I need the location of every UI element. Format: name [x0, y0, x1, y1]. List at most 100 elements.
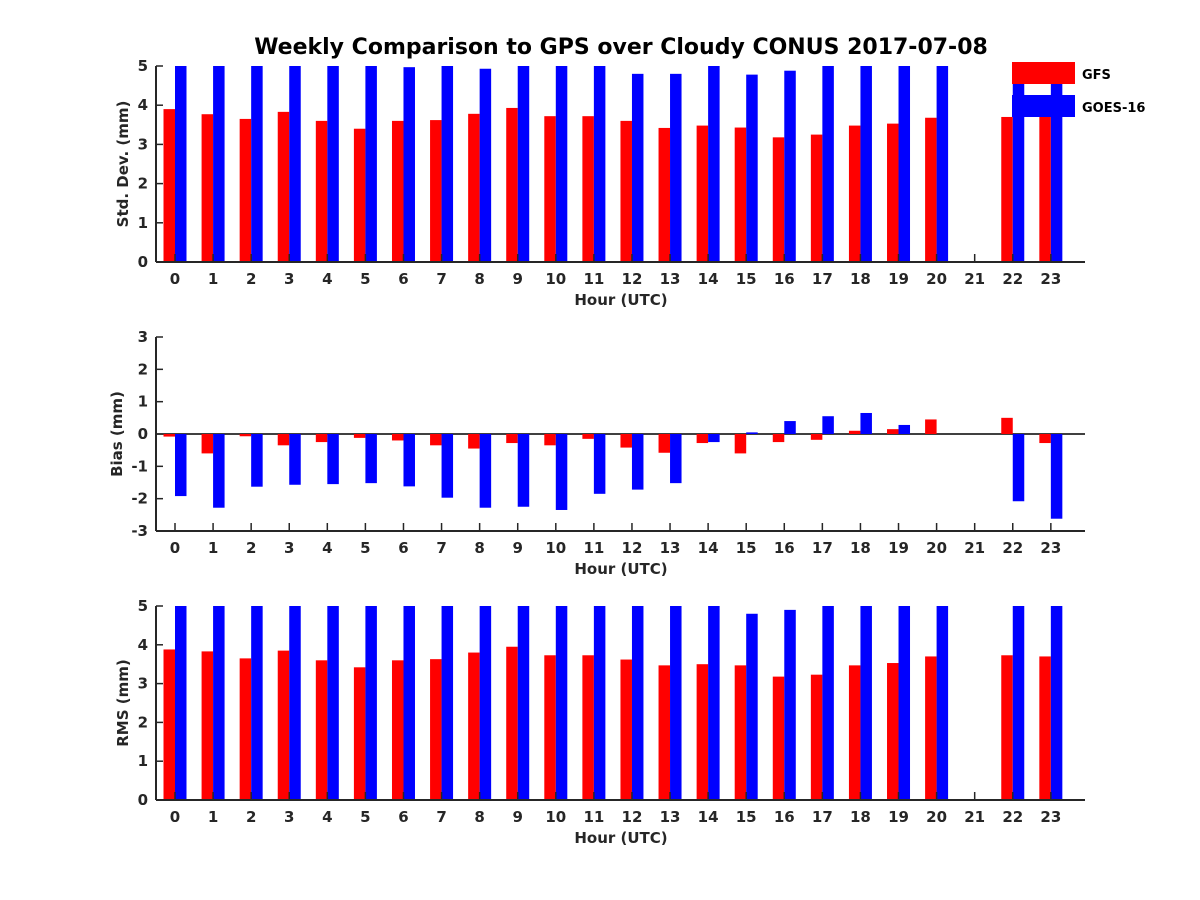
bar-gfs-hour-5 [353, 434, 366, 438]
x-tick-label: 19 [888, 808, 909, 826]
x-tick-label: 10 [545, 539, 566, 557]
bar-goes-16-hour-2 [251, 434, 263, 487]
x-tick-label: 21 [964, 808, 985, 826]
bar-gfs-hour-17 [810, 434, 823, 440]
x-tick-label: 1 [208, 270, 218, 288]
bar-goes-16-hour-9 [517, 66, 530, 262]
bar-gfs-hour-15 [734, 127, 747, 262]
bar-gfs-hour-18 [848, 125, 861, 262]
bar-goes-16-hour-11 [593, 66, 606, 262]
y-tick-label: 2 [138, 713, 148, 731]
x-tick-label: 7 [436, 808, 446, 826]
x-tick-label: 9 [513, 539, 523, 557]
x-tick-label: 18 [850, 539, 871, 557]
bar-gfs-hour-11 [582, 116, 594, 263]
x-tick-label: 1 [208, 808, 218, 826]
bar-goes-16-hour-0 [175, 606, 187, 800]
bar-goes-16-hour-15 [746, 613, 758, 800]
x-tick-label: 4 [322, 270, 332, 288]
bar-gfs-hour-19 [887, 429, 899, 434]
bar-goes-16-hour-20 [936, 66, 949, 262]
bar-gfs-hour-17 [810, 674, 823, 800]
bar-gfs-hour-6 [391, 434, 404, 441]
bar-gfs-hour-10 [544, 116, 556, 263]
bar-gfs-hour-7 [430, 659, 442, 800]
bar-gfs-hour-3 [277, 650, 290, 800]
y-tick-label: 3 [138, 328, 148, 346]
x-axis-label: Hour (UTC) [574, 291, 667, 309]
bar-gfs-hour-20 [925, 117, 937, 262]
bar-goes-16-hour-3 [289, 66, 301, 262]
x-tick-label: 14 [698, 539, 719, 557]
bar-gfs-hour-4 [315, 660, 328, 800]
legend-swatch-gfs [1012, 62, 1075, 84]
x-tick-label: 5 [360, 270, 370, 288]
bar-goes-16-hour-23 [1050, 66, 1063, 262]
x-tick-label: 13 [660, 270, 681, 288]
x-tick-label: 15 [736, 539, 757, 557]
bar-goes-16-hour-13 [670, 434, 682, 484]
y-tick-label: -2 [131, 490, 148, 508]
x-tick-label: 16 [774, 808, 795, 826]
x-tick-label: 0 [170, 539, 180, 557]
y-tick-label: 2 [138, 175, 148, 193]
x-tick-label: 5 [360, 808, 370, 826]
bar-goes-16-hour-7 [441, 66, 454, 262]
x-tick-label: 5 [360, 539, 370, 557]
bar-gfs-hour-4 [315, 120, 328, 262]
x-tick-label: 20 [926, 539, 947, 557]
x-tick-label: 9 [513, 808, 523, 826]
bar-goes-16-hour-4 [327, 606, 339, 800]
x-tick-label: 22 [1002, 808, 1023, 826]
y-axis-label: Bias (mm) [108, 391, 126, 477]
bar-gfs-hour-22 [1001, 655, 1013, 800]
x-tick-label: 17 [812, 539, 833, 557]
y-tick-label: 5 [138, 597, 148, 615]
y-tick-label: 1 [138, 752, 148, 770]
bar-goes-16-hour-7 [441, 434, 454, 498]
bar-goes-16-hour-12 [631, 73, 644, 262]
bar-gfs-hour-0 [163, 649, 175, 800]
bar-gfs-hour-23 [1039, 656, 1051, 800]
bar-gfs-hour-12 [620, 659, 632, 800]
bar-gfs-hour-20 [925, 656, 937, 800]
bar-gfs-hour-23 [1039, 116, 1051, 263]
x-tick-label: 2 [246, 539, 256, 557]
x-tick-label: 13 [660, 539, 681, 557]
bar-gfs-hour-1 [201, 651, 214, 800]
y-tick-label: 0 [138, 253, 148, 271]
bar-gfs-hour-8 [468, 113, 480, 262]
bar-goes-16-hour-11 [593, 434, 606, 494]
bar-goes-16-hour-18 [860, 606, 872, 800]
bar-gfs-hour-18 [848, 430, 861, 434]
bar-gfs-hour-5 [353, 667, 366, 800]
x-tick-label: 15 [736, 270, 757, 288]
x-tick-label: 17 [812, 808, 833, 826]
bar-gfs-hour-12 [620, 434, 632, 448]
bar-goes-16-hour-16 [784, 70, 796, 262]
x-tick-label: 13 [660, 808, 681, 826]
bar-goes-16-hour-23 [1050, 606, 1063, 800]
bar-goes-16-hour-12 [631, 434, 644, 490]
bar-gfs-hour-9 [506, 434, 518, 444]
bar-gfs-hour-8 [468, 652, 480, 800]
x-tick-label: 14 [698, 808, 719, 826]
bar-gfs-hour-14 [696, 434, 709, 444]
x-tick-label: 11 [583, 539, 604, 557]
x-tick-label: 15 [736, 808, 757, 826]
y-tick-label: 5 [138, 57, 148, 75]
bar-gfs-hour-2 [239, 658, 252, 800]
bar-goes-16-hour-14 [708, 606, 720, 800]
x-tick-label: 8 [474, 539, 484, 557]
legend-swatch-goes16 [1012, 95, 1075, 117]
x-tick-label: 16 [774, 539, 795, 557]
bar-goes-16-hour-5 [365, 434, 377, 484]
bar-gfs-hour-2 [239, 434, 252, 437]
x-tick-label: 12 [622, 808, 643, 826]
x-tick-label: 2 [246, 808, 256, 826]
bar-gfs-hour-1 [201, 114, 214, 262]
bar-gfs-hour-11 [582, 434, 594, 439]
x-tick-label: 20 [926, 808, 947, 826]
bar-gfs-hour-3 [277, 434, 290, 446]
